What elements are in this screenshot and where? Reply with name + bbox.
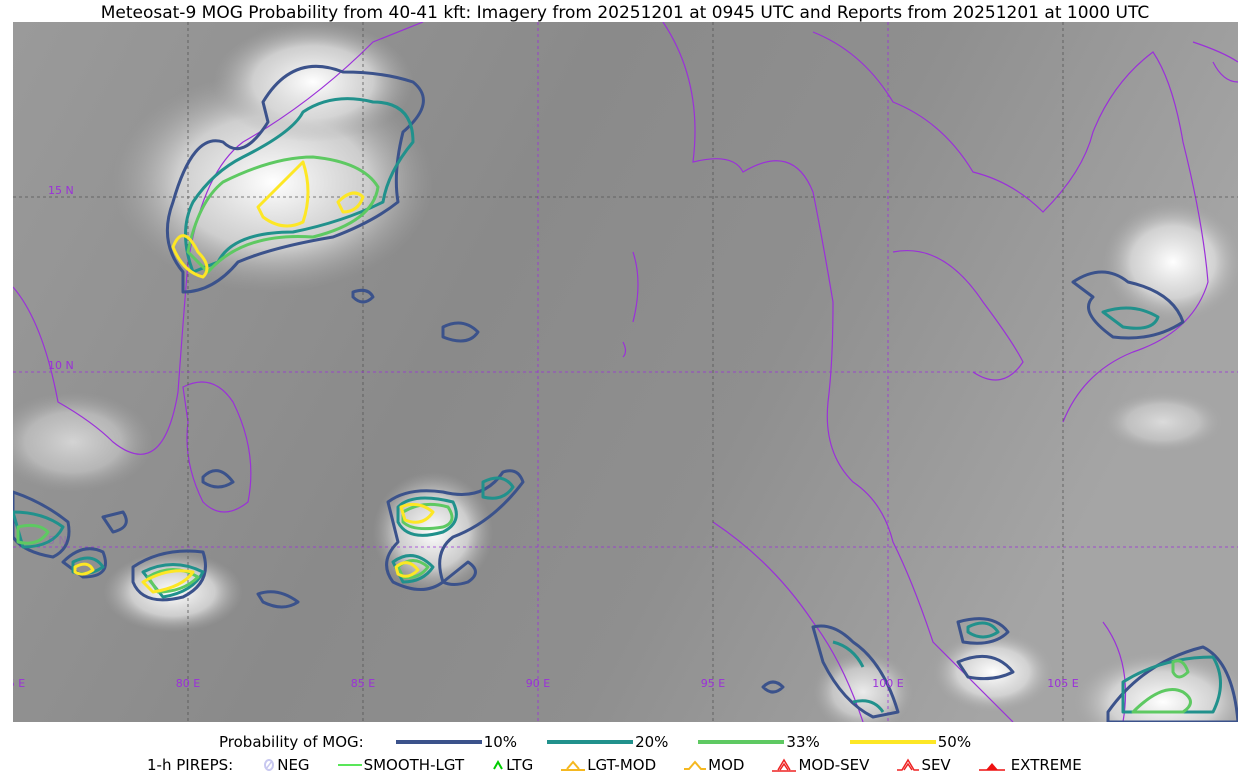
pirep-lgt-mod: LGT-MOD — [561, 756, 656, 774]
swatch — [849, 740, 936, 744]
chart-title: Meteosat-9 MOG Probability from 40-41 kf… — [100, 3, 1150, 23]
contour-33pct — [186, 155, 380, 274]
pirep-mod-sev: MOD-SEV — [772, 756, 869, 774]
lat-label: 10 N — [48, 359, 74, 372]
probability-legend: Probability of MOG: 10% 20% 33% 50% — [219, 733, 1001, 751]
pirep-extreme: EXTREME — [978, 756, 1082, 774]
legend-item-33: 33% — [698, 733, 820, 751]
filled-triangle-icon — [978, 763, 1005, 771]
legend-item-20: 20% — [547, 733, 668, 751]
swatch — [547, 740, 634, 744]
lon-label: 80 E — [176, 677, 200, 690]
pirep-sev: SEV — [897, 756, 951, 774]
pirep-neg: NEG — [263, 756, 310, 774]
caret-icon — [684, 760, 707, 770]
latitude-labels: 15 N 10 N 5 N — [48, 184, 74, 547]
mog-contours — [13, 64, 1238, 722]
lon-label: 90 E — [526, 677, 550, 690]
legend-label: 33% — [786, 733, 820, 751]
pirep-smooth-lgt: SMOOTH-LGT — [337, 756, 465, 774]
neg-circle-icon — [264, 759, 275, 771]
swatch — [395, 740, 482, 744]
lon-label: 105 E — [1047, 677, 1078, 690]
lat-label: 15 N — [48, 184, 74, 197]
contour-20pct — [184, 97, 415, 274]
legend-label: SMOOTH-LGT — [363, 756, 465, 774]
swatch — [698, 740, 785, 744]
legend-label: LTG — [506, 756, 534, 774]
legend-label: 10% — [483, 733, 518, 751]
legend-item-10: 10% — [395, 733, 518, 751]
pirep-mod: MOD — [684, 756, 744, 774]
lat-label: 5 N — [48, 534, 67, 547]
satellite-map: 15 N 10 N 5 N 75 E 80 E 85 E 90 E 95 E 1… — [13, 22, 1238, 722]
double-caret-icon — [897, 758, 920, 771]
line-icon — [337, 764, 362, 766]
longitude-labels: 75 E 80 E 85 E 90 E 95 E 100 E 105 E — [13, 677, 1079, 690]
legend-label: MOD — [708, 756, 745, 774]
pirep-ltg: LTG — [492, 756, 533, 774]
lon-label: 100 E — [872, 677, 903, 690]
lon-label: 95 E — [701, 677, 725, 690]
probability-legend-label: Probability of MOG: — [219, 733, 364, 751]
graticule — [13, 22, 1238, 722]
contour-50pct — [171, 160, 365, 279]
legend-label: EXTREME — [1010, 756, 1082, 774]
lon-label: 85 E — [351, 677, 375, 690]
legend-label: LGT-MOD — [587, 756, 657, 774]
legend-label: NEG — [277, 756, 310, 774]
pireps-legend: 1-h PIREPS: NEG SMOOTH-LGT LTG LGT-MOD M… — [147, 756, 1110, 774]
caret-bar-icon — [561, 760, 586, 771]
lon-label: 75 E — [13, 677, 25, 690]
legend-label: 20% — [635, 733, 669, 751]
legend-label: SEV — [921, 756, 951, 774]
pireps-legend-label: 1-h PIREPS: — [147, 756, 234, 774]
legend-label: 50% — [937, 733, 972, 751]
caret-icon — [493, 759, 503, 770]
legend-label: MOD-SEV — [798, 756, 870, 774]
legend-item-50: 50% — [849, 733, 972, 751]
double-caret-bar-icon — [772, 758, 797, 772]
contour-10pct — [165, 64, 425, 294]
